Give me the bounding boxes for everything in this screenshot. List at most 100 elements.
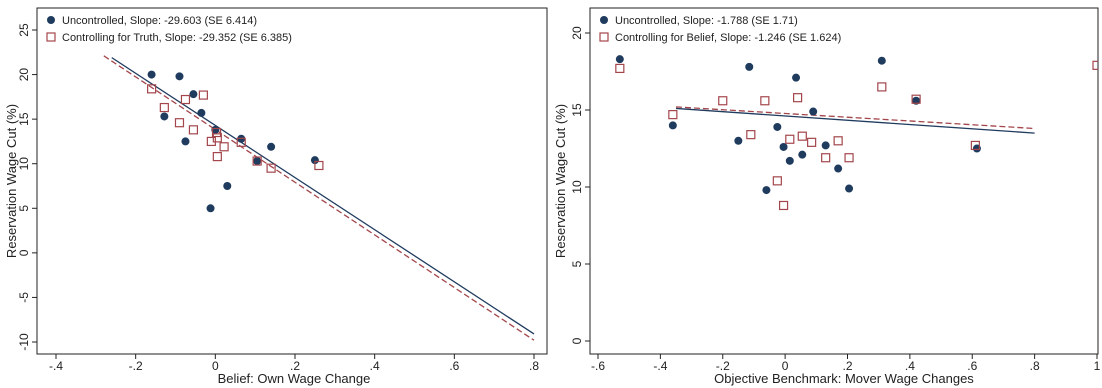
data-point-controlled <box>252 156 262 166</box>
data-point-controlled <box>970 140 980 151</box>
fit-line-controlled <box>103 55 535 341</box>
data-point-uncontrolled <box>779 142 788 151</box>
data-point-uncontrolled <box>773 122 782 131</box>
data-point-uncontrolled <box>821 141 830 150</box>
y-tick-label: -5 <box>17 292 31 303</box>
data-point-controlled <box>188 125 199 135</box>
x-tick-label: 0 <box>212 359 219 373</box>
legend-label: Controlling for Truth, Slope: -29.352 (S… <box>62 32 292 44</box>
data-point-uncontrolled <box>310 156 319 165</box>
x-axis-label: Belief: Own Wage Change <box>218 371 371 386</box>
data-point-uncontrolled <box>160 112 169 121</box>
data-point-controlled <box>236 137 246 147</box>
data-point-controlled <box>314 160 324 171</box>
legend-marker-uncontrolled <box>600 16 608 24</box>
x-tick-label: -.4 <box>49 359 63 373</box>
data-point-controlled <box>212 151 222 162</box>
y-tick-label: 5 <box>570 260 584 267</box>
x-tick-label: .8 <box>1030 359 1040 373</box>
data-point-controlled <box>785 134 795 144</box>
data-point-uncontrolled <box>253 157 262 166</box>
legend-marker-uncontrolled <box>47 16 55 24</box>
data-point-controlled <box>615 63 625 74</box>
fit-line-uncontrolled <box>111 57 535 335</box>
data-point-uncontrolled <box>197 108 206 117</box>
x-tick-label: .2 <box>290 359 300 373</box>
y-tick-label: 10 <box>570 180 584 194</box>
data-point-controlled <box>212 133 222 143</box>
fit-line-controlled <box>675 106 1035 130</box>
data-point-controlled <box>877 82 887 92</box>
x-tick-label: 0 <box>782 359 789 373</box>
x-tick-label: .6 <box>449 359 459 373</box>
data-point-uncontrolled <box>147 70 156 79</box>
data-point-controlled <box>147 84 157 94</box>
legend-marker-controlled <box>46 32 56 42</box>
y-tick-label: 15 <box>17 112 31 126</box>
data-point-controlled <box>807 137 817 147</box>
y-tick-label: 0 <box>570 337 584 344</box>
data-point-controlled <box>180 94 191 105</box>
x-tick-label: 1 <box>1094 359 1101 373</box>
data-point-controlled <box>219 142 229 152</box>
data-point-uncontrolled <box>798 150 807 159</box>
data-point-uncontrolled <box>809 107 818 116</box>
data-point-uncontrolled <box>845 184 854 193</box>
x-tick-label: -.6 <box>591 359 605 373</box>
data-point-uncontrolled <box>223 182 232 190</box>
data-point-uncontrolled <box>211 125 220 134</box>
y-tick-label: 25 <box>17 23 31 37</box>
y-tick-label: 10 <box>17 157 31 171</box>
y-tick-label: 20 <box>570 26 584 40</box>
data-point-uncontrolled <box>668 121 677 130</box>
x-tick-label: .6 <box>967 359 977 373</box>
data-point-uncontrolled <box>175 72 184 81</box>
x-tick-label: .4 <box>905 359 915 373</box>
plot-frame <box>589 7 1099 355</box>
data-point-controlled <box>833 136 843 146</box>
data-point-uncontrolled <box>267 142 276 151</box>
data-point-controlled <box>211 127 222 138</box>
data-point-controlled <box>159 102 169 113</box>
data-point-uncontrolled <box>762 186 771 195</box>
left-chart-panel: -.4 -.2 0 .2 .4 .6 .8 -10 -5 0 5 10 15 20 25 Belief: Ow… <box>4 7 548 386</box>
x-tick-label: .4 <box>370 359 380 373</box>
y-tick-label: 0 <box>17 249 31 256</box>
data-point-controlled <box>797 131 807 141</box>
y-tick-label: -10 <box>17 333 31 351</box>
x-tick-label: .2 <box>842 359 852 373</box>
data-point-controlled <box>844 153 854 163</box>
data-point-controlled <box>174 118 185 128</box>
data-point-uncontrolled <box>834 164 843 173</box>
y-axis-label: Reservation Wage Cut (%) <box>553 104 568 258</box>
x-axis-label: Objective Benchmark: Mover Wage Changes <box>714 371 974 386</box>
left-scatter-chart: -.4 -.2 0 .2 .4 .6 .8 -10 -5 0 5 10 15 20 25 Belief: Ow… <box>4 7 548 386</box>
legend-label: Controlling for Belief, Slope: -1.246 (S… <box>615 32 841 44</box>
data-point-uncontrolled <box>734 136 743 145</box>
data-point-controlled <box>746 130 756 140</box>
data-point-uncontrolled <box>189 90 198 99</box>
data-point-controlled <box>760 96 770 106</box>
data-point-controlled <box>821 153 831 163</box>
x-tick-label: -.4 <box>653 359 667 373</box>
data-point-uncontrolled <box>745 62 754 71</box>
data-point-uncontrolled <box>615 55 624 64</box>
data-point-controlled <box>718 96 728 106</box>
data-point-controlled <box>266 163 276 173</box>
fit-line-uncontrolled <box>675 107 1035 134</box>
legend-label: Uncontrolled, Slope: -29.603 (SE 6.414) <box>62 15 257 27</box>
x-tick-label: -.2 <box>129 359 143 373</box>
y-tick-label: 20 <box>17 68 31 82</box>
data-point-uncontrolled <box>785 156 794 165</box>
data-point-controlled <box>778 200 789 211</box>
legend-marker-controlled <box>599 32 609 42</box>
plot-frame <box>36 7 548 355</box>
data-point-controlled <box>793 93 803 103</box>
data-point-uncontrolled <box>792 73 801 82</box>
x-tick-label: -.2 <box>716 359 730 373</box>
data-point-controlled <box>1092 60 1098 70</box>
data-point-controlled <box>772 176 782 186</box>
data-point-uncontrolled <box>181 137 190 146</box>
y-axis-label: Reservation Wage Cut (%) <box>4 104 19 258</box>
